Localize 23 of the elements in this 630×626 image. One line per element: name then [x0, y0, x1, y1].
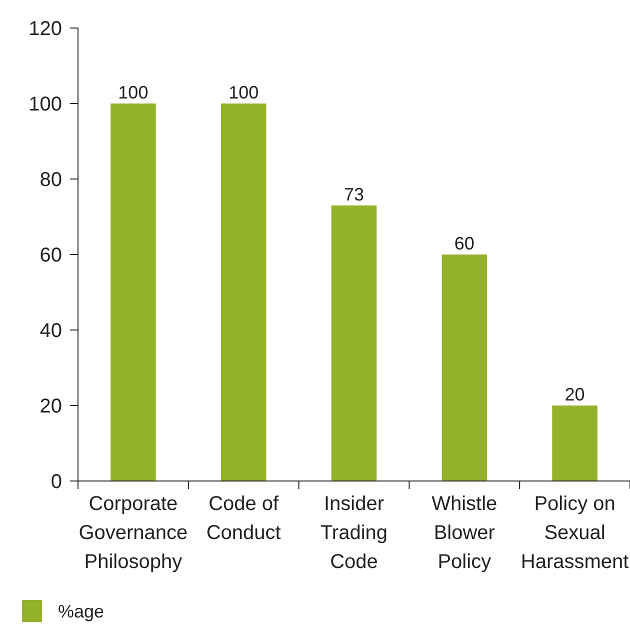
- x-tick-label: Code of Conduct: [206, 493, 282, 544]
- data-label: 60: [454, 234, 474, 254]
- data-label: 20: [564, 384, 585, 404]
- x-tick-label: Whistle Blower Policy: [432, 493, 498, 573]
- y-tick-label: 60: [40, 244, 62, 266]
- y-tick-label: 40: [40, 320, 62, 342]
- bar: [220, 104, 266, 481]
- bar: [552, 406, 598, 481]
- bar: [110, 104, 156, 481]
- y-tick-label: 0: [50, 471, 62, 493]
- bar: [442, 254, 488, 481]
- data-label: 73: [344, 184, 364, 204]
- data-label: 100: [228, 82, 259, 102]
- legend-label: %age: [58, 601, 104, 622]
- x-tick-label: Policy on Sexual Harassment: [520, 493, 630, 573]
- y-tick-label: 100: [28, 94, 62, 116]
- x-tick-label: Insider Trading Code: [320, 493, 388, 573]
- y-tick-label: 120: [28, 18, 62, 40]
- x-tick-label: Corporate Governance Philosophy: [78, 493, 188, 573]
- y-tick-label: 80: [40, 169, 62, 191]
- bar: [331, 205, 377, 481]
- data-label: 100: [118, 82, 148, 102]
- y-tick-label: 20: [40, 396, 62, 418]
